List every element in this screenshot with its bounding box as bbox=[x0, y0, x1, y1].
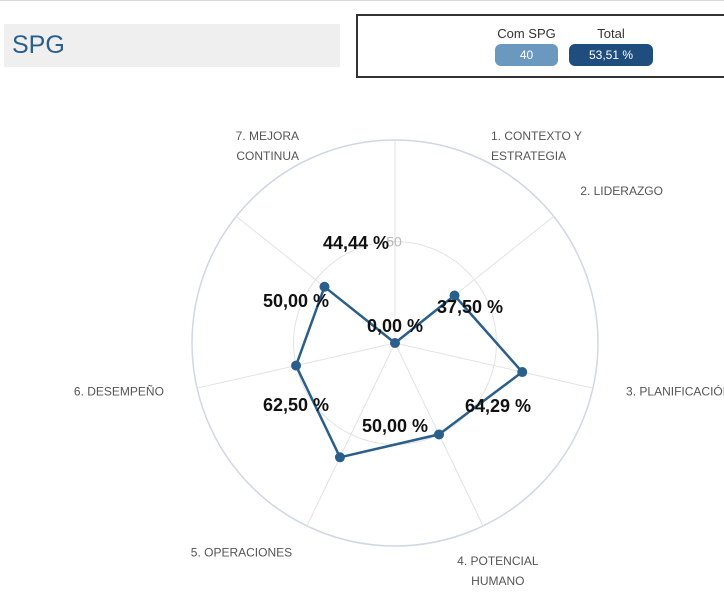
radar-data-point[interactable] bbox=[390, 338, 400, 348]
radar-category-label: 6. DESEMPEÑO bbox=[74, 385, 164, 399]
radar-spoke bbox=[394, 342, 594, 389]
radar-data-point[interactable] bbox=[449, 290, 460, 301]
radar-category-label: 3. PLANIFICACIÓN bbox=[626, 384, 724, 399]
radar-data-label: 50,00 % bbox=[263, 291, 329, 311]
radar-data-label: 37,50 % bbox=[437, 297, 503, 317]
kpi-com-spg: Com SPG 40 bbox=[495, 26, 558, 66]
page-title: SPG bbox=[12, 31, 65, 59]
radar-category-label: 2. LIDERAZGO bbox=[580, 184, 663, 198]
radar-spoke bbox=[306, 342, 396, 527]
radar-data-label: 50,00 % bbox=[362, 416, 428, 436]
radar-data-label: 62,50 % bbox=[263, 395, 329, 415]
kpi-com-spg-label: Com SPG bbox=[497, 26, 556, 41]
title-bar: SPG bbox=[4, 24, 340, 67]
radar-data-point[interactable] bbox=[334, 452, 345, 463]
kpi-total: Total 53,51 % bbox=[569, 26, 653, 66]
radar-category-label: 4. POTENCIAL HUMANO bbox=[457, 554, 539, 588]
radar-category-label: 1. CONTEXTO Y ESTRATEGIA bbox=[491, 129, 582, 163]
kpi-total-label: Total bbox=[597, 26, 625, 41]
radar-tick-label: 50 bbox=[386, 234, 402, 250]
radar-data-point[interactable] bbox=[434, 429, 445, 440]
kpi-com-spg-value[interactable]: 40 bbox=[495, 44, 558, 66]
radar-data-point[interactable] bbox=[319, 281, 330, 292]
kpi-total-value[interactable]: 53,51 % bbox=[569, 44, 653, 66]
radar-series-line bbox=[294, 285, 524, 459]
kpi-panel: Com SPG 40 Total 53,51 % bbox=[356, 14, 724, 78]
radar-data-point[interactable] bbox=[291, 360, 302, 371]
radar-data-point[interactable] bbox=[517, 367, 528, 378]
radar-data-label: 44,44 % bbox=[323, 233, 389, 253]
radar-data-label: 64,29 % bbox=[465, 396, 531, 416]
radar-category-label: 7. MEJORA CONTINUA bbox=[236, 129, 299, 163]
top-divider bbox=[0, 0, 724, 1]
radar-category-label: 5. OPERACIONES bbox=[191, 546, 292, 560]
radar-data-label: 0,00 % bbox=[367, 316, 423, 336]
